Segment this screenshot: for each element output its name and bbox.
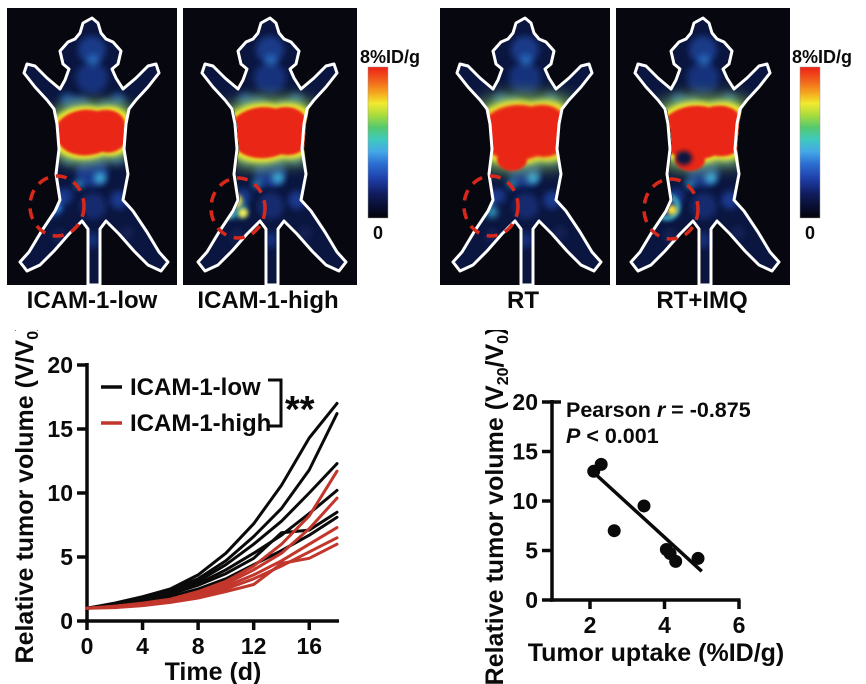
liver-core-red	[657, 105, 745, 160]
pet-activity-blob	[120, 226, 134, 240]
pearson-annotation: Pearson r = -0.875	[566, 398, 751, 422]
y-tick-label: 10	[47, 480, 73, 506]
y-tick-label: 20	[512, 389, 538, 415]
scatter-point-6	[669, 554, 683, 568]
pet-activity-blob	[87, 54, 99, 66]
panel-label-icam1-low: ICAM-1-low	[26, 287, 158, 314]
pet-mouse-panel-low	[7, 8, 177, 287]
mouse-outline	[451, 16, 603, 287]
liver-core-red	[53, 109, 128, 156]
pet-activity-blob	[78, 36, 106, 64]
colorbar-gradient	[799, 66, 821, 219]
panel-label-rt: RT	[507, 287, 539, 314]
y-tick-label: 15	[47, 416, 73, 442]
y-tick-label: 5	[60, 544, 73, 570]
pet-activity-blob	[511, 36, 539, 64]
pet-activity-blob	[687, 62, 719, 94]
scatter-point-1	[594, 457, 608, 471]
y-tick-label: 20	[47, 352, 73, 378]
pet-mouse-panel-rtimq	[616, 8, 790, 287]
liver-core-red	[478, 104, 569, 161]
x-axis-label: Tumor uptake (%ID/g)	[528, 639, 784, 667]
x-tick-label: 12	[241, 633, 267, 659]
y-axis-label: Relative tumor volume (V/V0)	[11, 330, 42, 663]
scatter-point-3	[637, 499, 651, 513]
mouse-outline	[18, 16, 170, 287]
legend-label-1: ICAM-1-high	[130, 410, 271, 437]
pet-body-activity	[20, 18, 168, 285]
x-tick-label: 4	[136, 633, 149, 659]
liver-notch-dark	[676, 151, 692, 165]
x-tick-label: 2	[584, 612, 597, 638]
liver-lobe-red	[497, 149, 527, 171]
pet-activity-blob	[698, 54, 710, 66]
y-tick-label: 0	[525, 587, 538, 613]
pet-activity-blob	[705, 172, 717, 184]
tumor-dashed-circle	[642, 177, 700, 241]
pet-activity-blob	[731, 226, 745, 240]
y-tick-label: 10	[512, 488, 538, 514]
pet-activity-blob	[254, 62, 286, 94]
pet-images-panel: 8%ID/g 0 8%ID/g 0	[7, 8, 852, 287]
significance-stars: **	[285, 389, 315, 431]
tumor-growth-chart: 0 5 10 15 20 0 4 8 12 16 Time (d) Relative tumor vo…	[11, 330, 340, 684]
y-axis-label: Relative tumor volume (V20/V0)	[481, 330, 512, 684]
pet-activity-blob	[527, 172, 539, 184]
panel-label-rt-imq: RT+IMQ	[656, 287, 748, 314]
colorbar-max-label: 8%ID/g	[360, 47, 420, 67]
trend-line	[594, 472, 703, 573]
scatter-point-2	[607, 524, 621, 538]
tumor-dashed-circle	[209, 176, 267, 240]
scatter-point-7	[691, 551, 705, 565]
x-tick-label: 6	[733, 612, 746, 638]
pet-activity-blob	[265, 54, 277, 66]
pet-activity-blob	[272, 172, 284, 184]
pet-body-activity	[200, 18, 346, 285]
series-line-10	[85, 542, 339, 610]
colorbar-min-label: 0	[373, 223, 383, 243]
pet-activity-blob	[258, 193, 284, 219]
pet-mouse-panel-high	[183, 8, 357, 287]
mouse-outline	[196, 16, 348, 287]
pet-activity-blob	[509, 62, 541, 94]
pet-activity-blob	[520, 54, 532, 66]
legend-label-0: ICAM-1-low	[130, 374, 261, 401]
colorbar-max-label: 8%ID/g	[792, 47, 852, 67]
colorbar-min-label: 0	[805, 223, 815, 243]
x-tick-label: 0	[81, 633, 94, 659]
pet-body-activity	[633, 18, 779, 285]
pet-colorbar: 8%ID/g 0	[360, 47, 420, 243]
pet-activity-blob	[60, 93, 74, 107]
x-tick-label: 16	[296, 633, 322, 659]
pet-activity-blob	[513, 193, 539, 219]
colorbar-gradient	[367, 66, 389, 219]
pet-activity-blob	[298, 226, 312, 240]
y-tick-label: 5	[525, 538, 538, 564]
pvalue-annotation: P < 0.001	[566, 424, 659, 448]
tumor-dashed-circle	[462, 174, 520, 238]
y-tick-label: 0	[60, 608, 73, 634]
mouse-outline	[629, 16, 781, 287]
y-tick-label: 15	[512, 439, 538, 465]
pet-activity-blob	[256, 36, 284, 64]
tumor-dashed-circle	[28, 174, 86, 238]
pet-activity-blob	[94, 172, 106, 184]
pet-activity-blob	[689, 36, 717, 64]
x-axis-label: Time (d)	[165, 658, 262, 684]
tumor-uptake-high	[238, 208, 248, 218]
liver-core-red	[226, 106, 310, 159]
significance-bracket	[268, 378, 283, 428]
pet-activity-blob	[553, 226, 567, 240]
pet-activity-blob	[76, 62, 108, 94]
pet-colorbar: 8%ID/g 0	[792, 47, 852, 243]
pet-activity-blob	[691, 193, 717, 219]
pet-mouse-panel-rt	[440, 8, 610, 287]
x-tick-label: 8	[192, 633, 205, 659]
pet-activity-blob	[80, 193, 106, 219]
panel-label-icam1-high: ICAM-1-high	[197, 287, 339, 314]
x-tick-label: 4	[658, 612, 671, 638]
